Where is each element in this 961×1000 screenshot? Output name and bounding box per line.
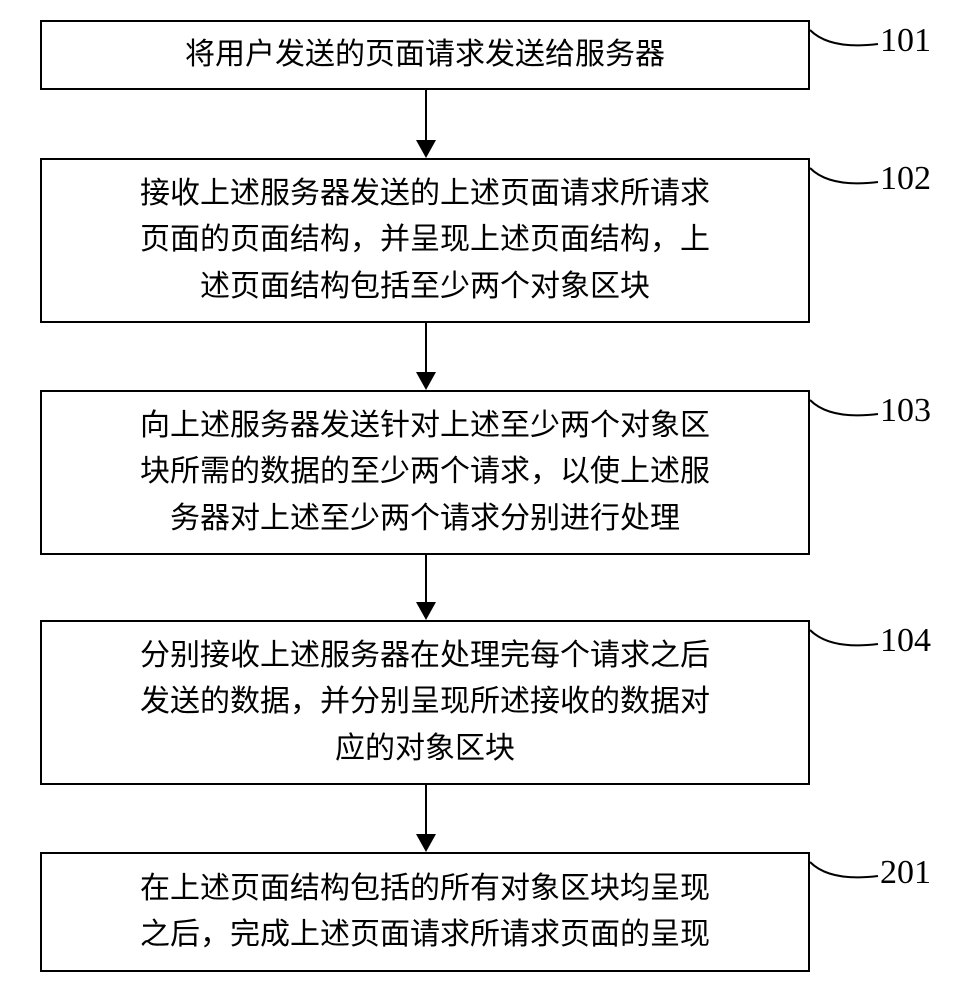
label-103: 103 [880,392,931,430]
arrow-101-102-head [416,140,436,158]
leader-102 [808,160,880,190]
flow-node-101: 将用户发送的页面请求发送给服务器 [40,20,810,90]
arrow-104-201-line [425,785,427,834]
label-102: 102 [880,160,931,198]
flow-node-102: 接收上述服务器发送的上述页面请求所请求 页面的页面结构，并呈现上述页面结构，上 … [40,158,810,323]
leader-101 [808,22,880,52]
arrow-103-104-head [416,602,436,620]
arrow-102-103-head [416,372,436,390]
leader-201 [808,854,880,884]
flow-node-104: 分别接收上述服务器在处理完每个请求之后 发送的数据，并分别呈现所述接收的数据对 … [40,620,810,785]
label-101: 101 [880,22,931,60]
leader-104 [808,622,880,652]
label-201: 201 [880,854,931,892]
leader-103 [808,392,880,422]
flow-node-101-text: 将用户发送的页面请求发送给服务器 [185,32,665,79]
arrow-101-102-line [425,90,427,140]
arrow-104-201-head [416,834,436,852]
flow-node-103: 向上述服务器发送针对上述至少两个对象区 块所需的数据的至少两个请求，以使上述服 … [40,390,810,555]
flow-node-104-text: 分别接收上述服务器在处理完每个请求之后 发送的数据，并分别呈现所述接收的数据对 … [140,633,710,773]
flow-node-102-text: 接收上述服务器发送的上述页面请求所请求 页面的页面结构，并呈现上述页面结构，上 … [140,171,710,311]
arrow-102-103-line [425,323,427,372]
flow-node-201: 在上述页面结构包括的所有对象区块均呈现 之后，完成上述页面请求所请求页面的呈现 [40,852,810,972]
flowchart-canvas: 将用户发送的页面请求发送给服务器 101 接收上述服务器发送的上述页面请求所请求… [0,0,961,1000]
arrow-103-104-line [425,555,427,602]
flow-node-103-text: 向上述服务器发送针对上述至少两个对象区 块所需的数据的至少两个请求，以使上述服 … [140,403,710,543]
label-104: 104 [880,622,931,660]
flow-node-201-text: 在上述页面结构包括的所有对象区块均呈现 之后，完成上述页面请求所请求页面的呈现 [140,866,710,959]
